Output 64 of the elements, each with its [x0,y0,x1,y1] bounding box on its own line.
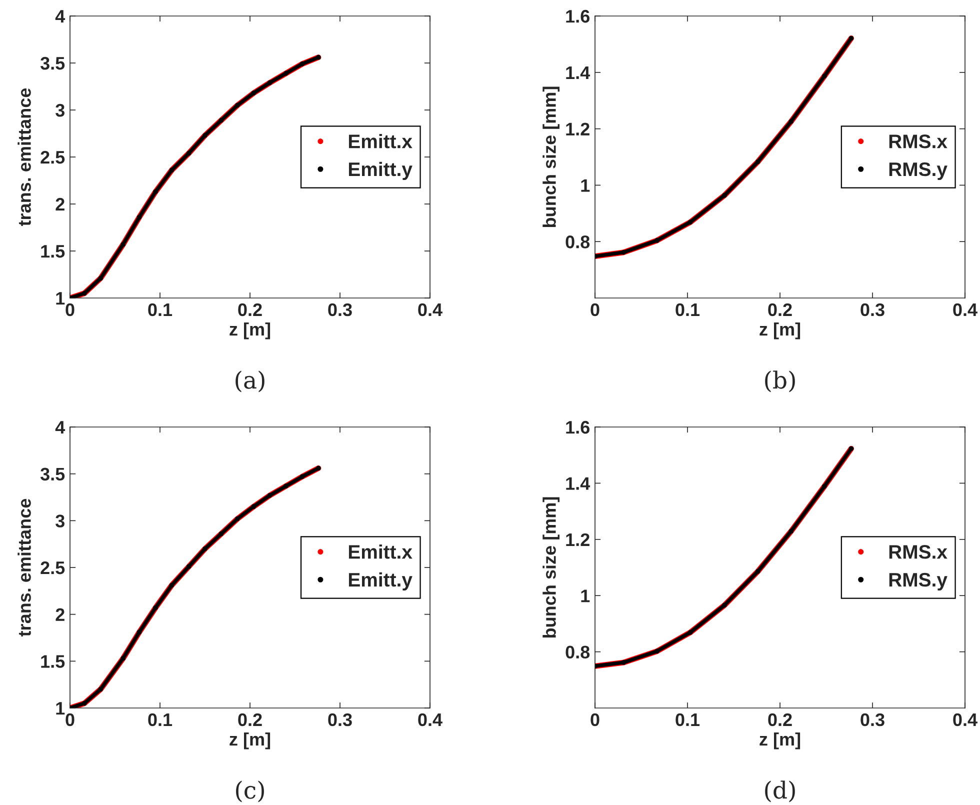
x-tick-label: 0.2 [768,303,792,316]
x-axis-title: z [m] [760,322,800,340]
y-tick-label: 1.5 [41,655,65,668]
y-tick-label: 1.6 [566,420,590,434]
y-tick-label: 2 [56,608,64,621]
legend-label: Emitt.x [348,134,412,148]
y-tick-label: 3.5 [40,56,65,70]
legend-label: RMS.x [889,545,948,559]
legend-label: Emitt.x [348,544,412,559]
x-tick-label: 0.4 [418,713,442,726]
x-tick-label: 0.3 [860,303,884,316]
y-tick-label: 3.5 [40,468,65,481]
y-tick-label: 1 [581,179,590,192]
y-tick-label: 1.5 [41,245,65,258]
y-tick-label: 1.2 [566,122,590,136]
x-tick-label: 0 [66,303,74,316]
y-tick-label: 3 [56,514,64,528]
y-tick-label: 4 [55,421,66,434]
y-axis-title: trans. emittance [18,498,31,637]
x-tick-label: 0.4 [953,303,978,316]
x-tick-label: 0.4 [953,713,978,726]
y-tick-label: 1 [56,292,65,305]
legend-label: Emitt.y [348,572,412,590]
y-tick-label: 1 [56,702,65,715]
x-axis-title: z [m] [230,732,270,750]
x-tick-label: 0.1 [148,713,172,726]
y-axis-title: trans. emittance [18,88,31,226]
text: (c) [236,780,264,802]
y-axis-title: bunch size [mm] [542,497,560,638]
x-tick-label: 0.1 [148,303,172,316]
y-tick-label: 3 [56,104,64,117]
x-axis-title: z [m] [760,732,800,750]
x-tick-label: 0.3 [328,713,352,726]
y-tick-label: 2 [56,198,64,211]
x-tick-label: 0.1 [676,713,700,726]
y-tick-label: 0.8 [566,236,590,248]
y-tick-label: 1.2 [566,533,590,546]
text: (a) [236,370,264,392]
x-tick-label: 0 [590,303,600,316]
y-tick-label: 4 [55,10,66,23]
y-tick-label: 1 [581,590,590,602]
x-tick-label: 0.3 [860,713,884,726]
x-tick-label: 0.3 [328,303,352,316]
x-axis-title: z [m] [230,322,270,340]
y-tick-label: 1.6 [566,10,590,23]
x-tick-label: 0.2 [768,713,792,726]
legend-label: RMS.y [889,162,948,180]
y-tick-label: 1.4 [566,66,590,79]
x-tick-label: 0.4 [418,303,442,316]
text: (d) [765,780,795,802]
legend-label: RMS.x [889,134,948,148]
x-tick-label: 0.2 [238,303,262,316]
text: (b) [765,370,795,392]
y-axis-title: bunch size [mm] [542,86,560,228]
legend-label: RMS.y [889,572,948,590]
x-tick-label: 0.2 [238,713,262,726]
x-tick-label: 0.1 [676,303,700,316]
x-tick-label: 0 [66,713,74,726]
y-tick-label: 2.5 [40,150,65,164]
legend-label: Emitt.y [348,162,412,180]
y-tick-label: 2.5 [40,561,65,574]
y-tick-label: 1.4 [566,477,590,490]
x-tick-label: 0 [590,713,600,726]
y-tick-label: 0.8 [566,646,590,659]
